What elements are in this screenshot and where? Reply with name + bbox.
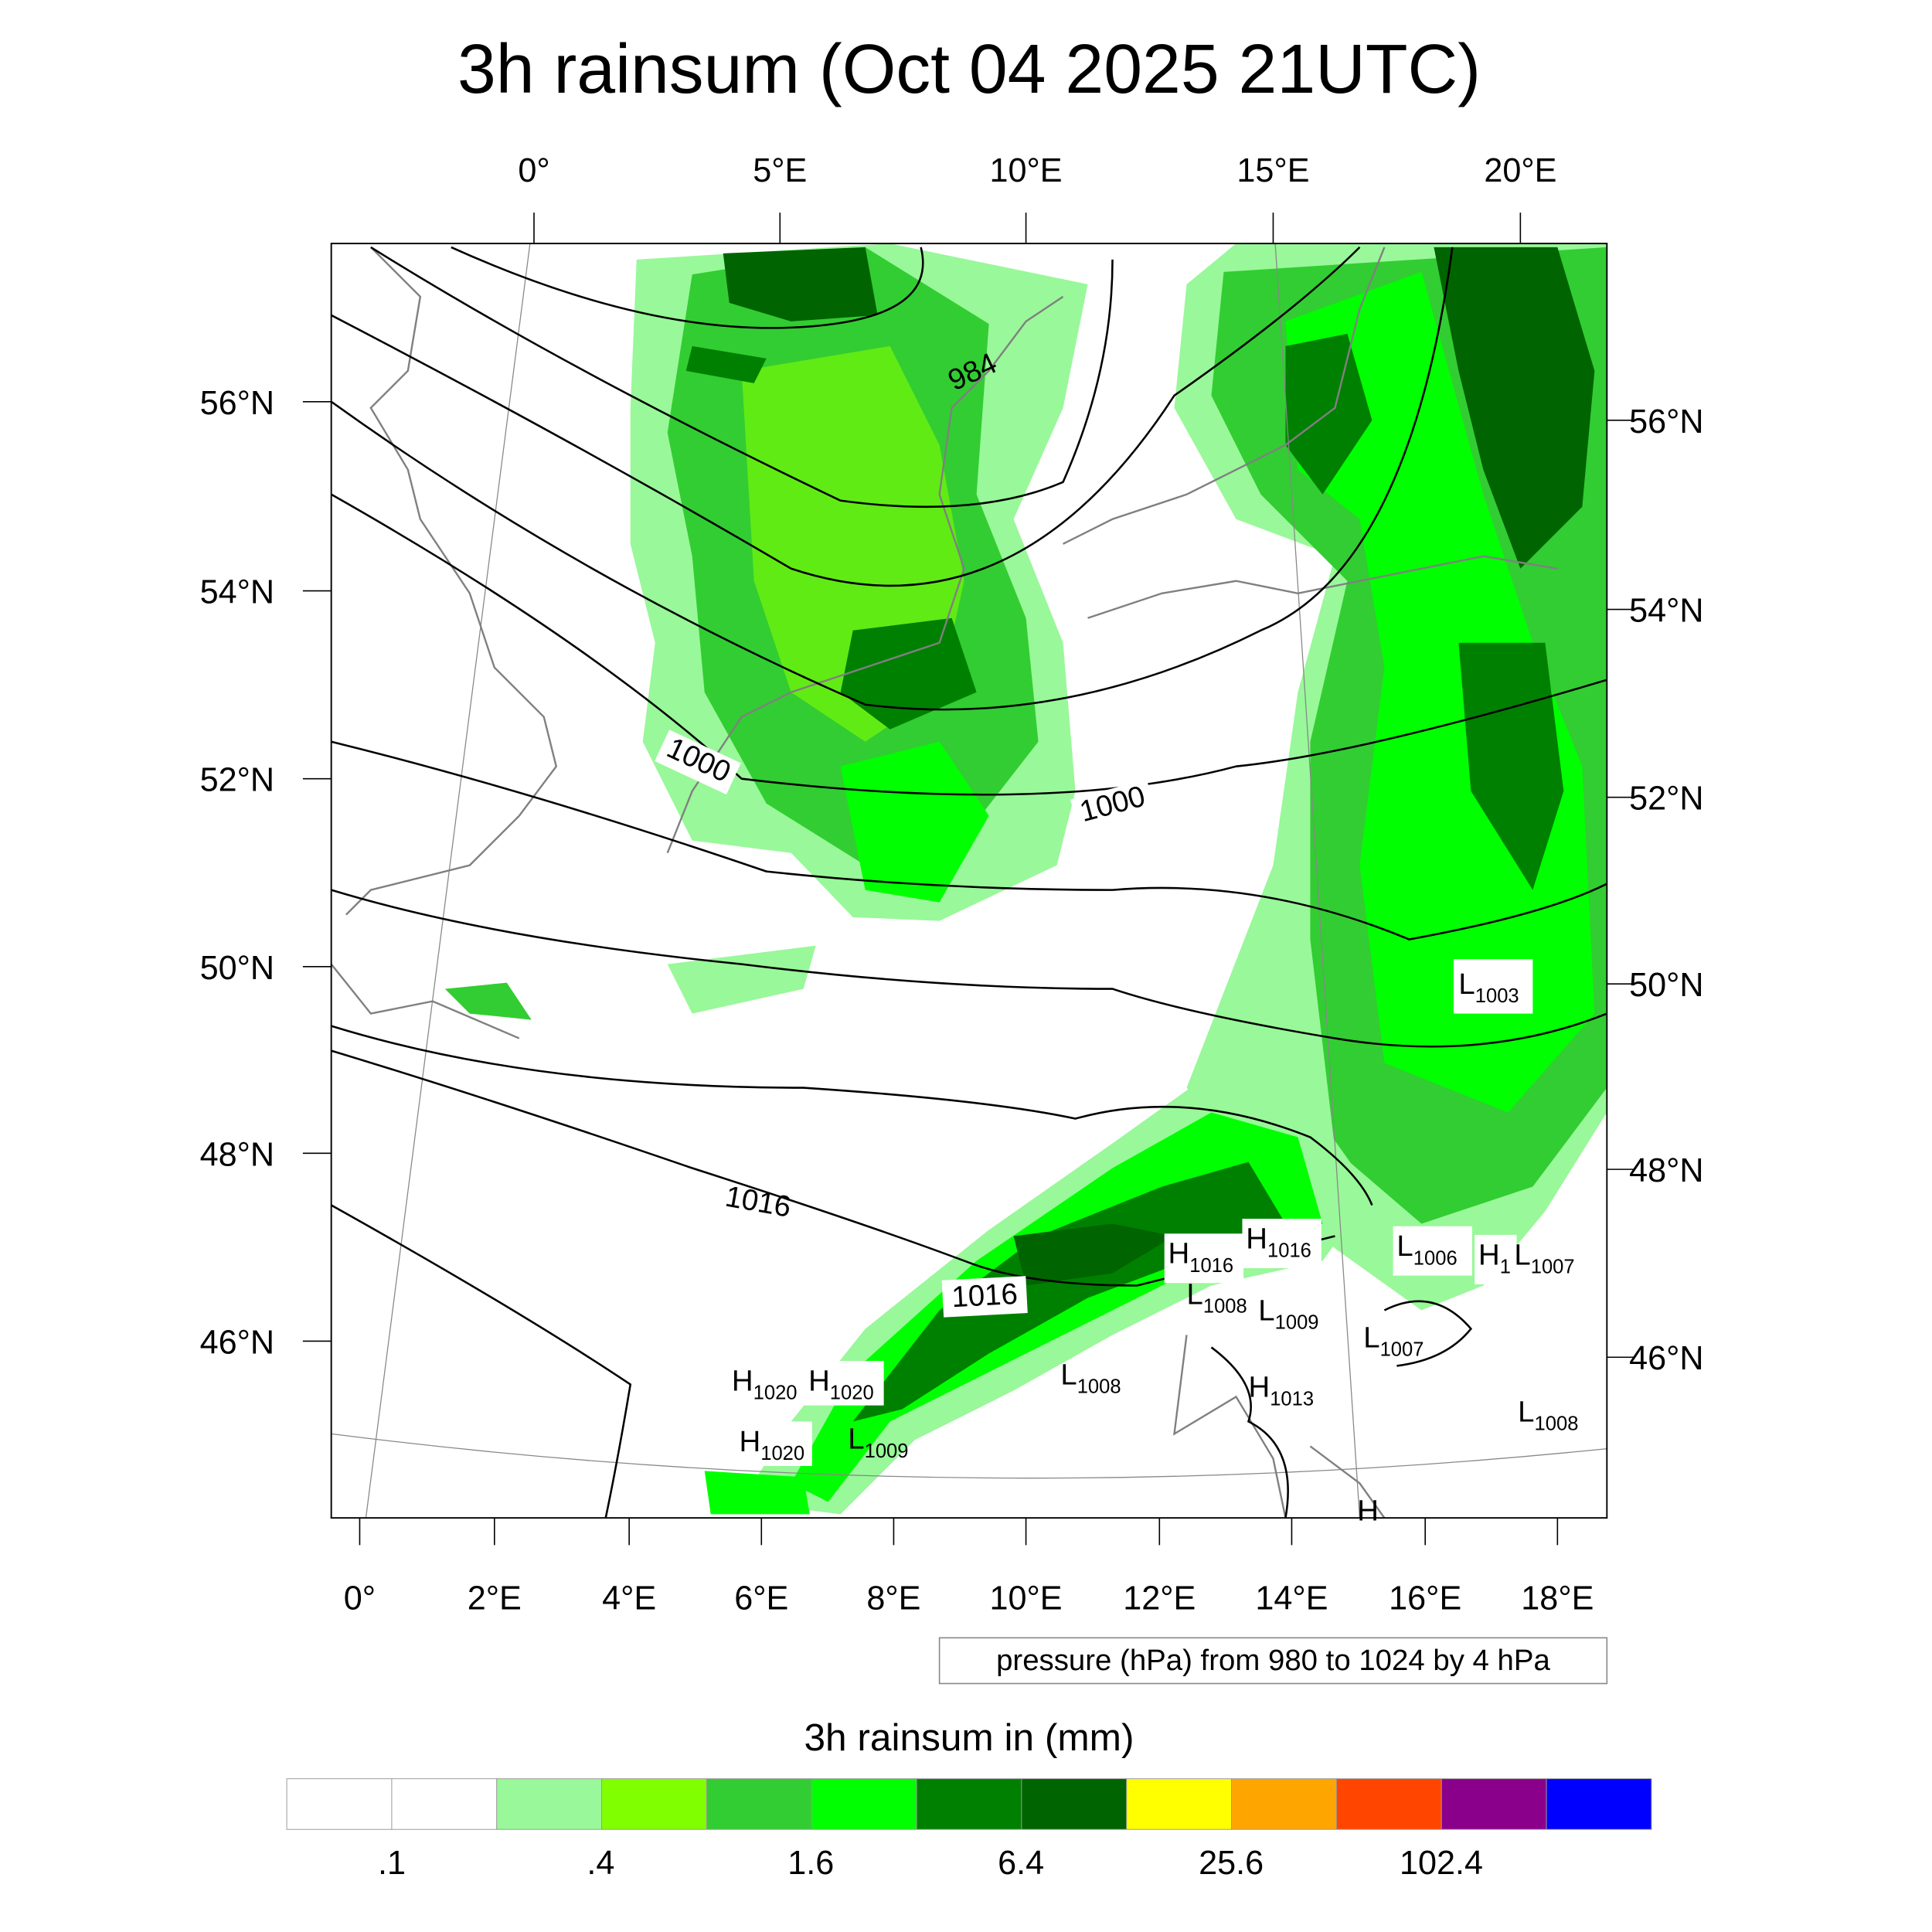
colorbar-box (1440, 1778, 1547, 1830)
lat-label: 54°N (1629, 593, 1703, 630)
lat-label: 56°N (1629, 403, 1703, 440)
colorbar-label: 1.6 (787, 1845, 834, 1882)
rain-area-dark (723, 247, 878, 321)
pressure-center-label: L1008 (1518, 1395, 1578, 1434)
pressure-center-label: H1013 (1248, 1370, 1314, 1410)
colorbar: 3h rainsum in (mm) .1 .4 1.6 6.4 25.6 10… (286, 1716, 1652, 1882)
lat-label: 54°N (200, 574, 274, 611)
rain-area-east-bright (1285, 271, 1595, 1113)
pressure-center-label: H1016 (1246, 1222, 1311, 1261)
pressure-center-label: L1003 (1458, 968, 1519, 1007)
lon-label: 20°E (1484, 152, 1556, 189)
colorbar-box (286, 1778, 393, 1830)
colorbar-box (1335, 1778, 1442, 1830)
colorbar-boxes (286, 1778, 1652, 1830)
contour-label: 1016 (951, 1277, 1019, 1314)
colorbar-box (706, 1778, 812, 1830)
colorbar-label: .1 (378, 1845, 406, 1882)
colorbar-box (1546, 1778, 1652, 1830)
lat-label: 46°N (200, 1324, 274, 1361)
lat-label: 48°N (200, 1136, 274, 1173)
colorbar-label: .4 (587, 1845, 614, 1882)
right-latitude-labels: 56°N 54°N 52°N 50°N 48°N 46°N (1629, 403, 1703, 1377)
lat-label: 52°N (200, 762, 274, 799)
rain-area-small (704, 1471, 810, 1515)
colorbar-label: 102.4 (1400, 1845, 1483, 1882)
rain-area-south-darkest (1013, 1223, 1175, 1286)
lat-label: 48°N (1629, 1152, 1703, 1189)
contour-info-box: pressure (hPa) from 980 to 1024 by 4 hPa (938, 1637, 1608, 1685)
lon-label: 0° (344, 1580, 376, 1617)
lon-label: 14°E (1255, 1580, 1328, 1617)
lat-label: 52°N (1629, 781, 1703, 818)
rain-area-dark (685, 345, 767, 383)
pressure-center-label: H (1357, 1494, 1379, 1527)
lon-label: 10°E (990, 152, 1063, 189)
pressure-center-label: H1020 (732, 1364, 798, 1403)
pressure-center-label: L1007 (1514, 1238, 1574, 1277)
lon-label: 6°E (734, 1580, 788, 1617)
rain-area-bright (840, 741, 989, 903)
pressure-center-label: L1009 (1258, 1294, 1318, 1333)
lon-label: 8°E (866, 1580, 920, 1617)
colorbar-label: 6.4 (998, 1845, 1044, 1882)
bottom-longitude-labels: 0° 2°E 4°E 6°E 8°E 10°E 12°E 14°E 16°E 1… (344, 1580, 1594, 1617)
rain-area-east-dark (1458, 642, 1564, 890)
axis-ticks (302, 213, 1634, 1546)
rain-area-east-dark (1285, 333, 1372, 495)
pressure-centers: H1020 H1020 H1020 L1009 L1008 H1016 H101… (728, 959, 1578, 1527)
pressure-center-label: H1 (1478, 1238, 1511, 1277)
map-panel: 984 1000 1000 1016 1016 H1020 H1020 H102… (200, 152, 1704, 1617)
pressure-center-label: H1020 (739, 1425, 804, 1464)
pressure-center-label: H1016 (1168, 1237, 1234, 1277)
left-latitude-labels: 56°N 54°N 52°N 50°N 48°N 46°N (200, 385, 274, 1362)
pressure-center-label: L1009 (848, 1423, 908, 1462)
colorbar-box (811, 1778, 917, 1830)
lon-label: 2°E (468, 1580, 522, 1617)
rain-area-small (667, 945, 816, 1014)
lat-label: 50°N (200, 950, 274, 987)
pressure-center-label: L1008 (1187, 1277, 1247, 1317)
colorbar-box (391, 1778, 498, 1830)
lat-label: 50°N (1629, 967, 1703, 1004)
rain-area-south-dark (852, 1162, 1286, 1422)
lat-label: 56°N (200, 385, 274, 422)
lon-label: 15°E (1236, 152, 1309, 189)
map-frame (330, 243, 1608, 1519)
lon-label: 0° (518, 152, 549, 189)
colorbar-box (1231, 1778, 1337, 1830)
pressure-center-label: L1006 (1396, 1230, 1457, 1269)
graticule (331, 243, 1607, 1519)
pressure-center-label: L1007 (1363, 1321, 1423, 1360)
rain-area-dark (840, 617, 977, 730)
contour-info-text: pressure (hPa) from 980 to 1024 by 4 hPa (996, 1644, 1550, 1677)
rain-area-small (444, 982, 532, 1020)
lon-label: 4°E (602, 1580, 656, 1617)
lon-label: 10°E (990, 1580, 1063, 1617)
colorbar-box (496, 1778, 603, 1830)
coastlines (331, 247, 1558, 1519)
colorbar-box (1021, 1778, 1128, 1830)
lon-label: 18°E (1521, 1580, 1594, 1617)
top-longitude-labels: 0° 5°E 10°E 15°E 20°E (518, 152, 1556, 189)
lat-label: 46°N (1629, 1340, 1703, 1377)
lon-label: 12°E (1123, 1580, 1196, 1617)
lon-label: 16°E (1389, 1580, 1461, 1617)
colorbar-box (916, 1778, 1022, 1830)
pressure-center-label: H1020 (808, 1364, 874, 1403)
rain-area-east-dark (1434, 247, 1595, 569)
colorbar-title: 3h rainsum in (mm) (804, 1716, 1134, 1759)
colorbar-box (601, 1778, 707, 1830)
pressure-center-label: L1008 (1060, 1358, 1121, 1397)
lon-label: 5°E (753, 152, 807, 189)
figure-title: 3h rainsum (Oct 04 2025 21UTC) (457, 30, 1481, 107)
colorbar-box (1126, 1778, 1233, 1830)
colorbar-label: 25.6 (1199, 1845, 1264, 1882)
